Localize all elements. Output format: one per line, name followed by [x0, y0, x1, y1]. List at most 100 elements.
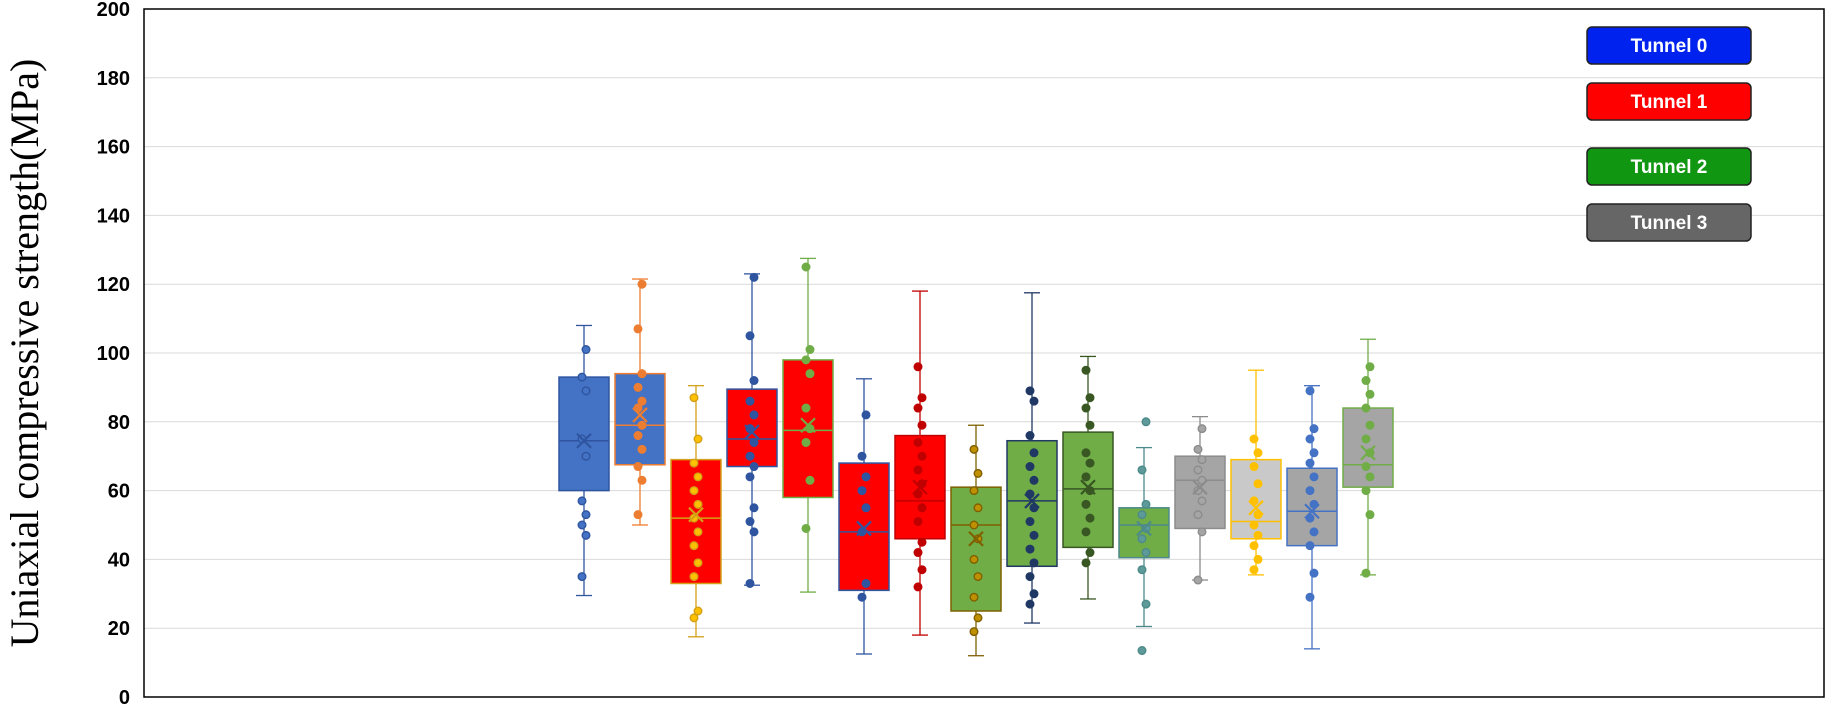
data-point: [1137, 465, 1147, 475]
data-point: [689, 486, 699, 496]
data-point: [1029, 475, 1039, 485]
data-point: [969, 627, 979, 637]
data-point: [1197, 455, 1207, 465]
data-point: [1025, 544, 1035, 554]
data-point: [1249, 541, 1259, 551]
data-point: [745, 472, 755, 482]
box-plots: [558, 257, 1394, 657]
y-tick-label: 140: [97, 205, 130, 227]
data-point: [1249, 434, 1259, 444]
data-point: [1081, 527, 1091, 537]
data-point: [969, 554, 979, 564]
data-point: [1365, 420, 1375, 430]
data-point: [1361, 434, 1371, 444]
data-point: [805, 475, 815, 485]
data-point: [693, 499, 703, 509]
data-point: [973, 534, 983, 544]
data-point: [637, 475, 647, 485]
data-point: [913, 582, 923, 592]
box-plot: [670, 385, 722, 638]
data-point: [1365, 472, 1375, 482]
legend-swatch: [1586, 26, 1752, 65]
data-point: [745, 331, 755, 341]
data-point: [1137, 646, 1147, 656]
data-point: [1137, 534, 1147, 544]
legend-swatch: [1586, 82, 1752, 121]
data-point: [1365, 510, 1375, 520]
data-point: [1193, 465, 1203, 475]
data-point: [1193, 510, 1203, 520]
data-point: [1141, 548, 1151, 558]
y-tick-label: 20: [108, 618, 130, 640]
data-point: [801, 437, 811, 447]
data-point: [693, 472, 703, 482]
data-point: [637, 369, 647, 379]
data-point: [745, 578, 755, 588]
box-plot: [950, 424, 1002, 657]
mean-marker: [1192, 479, 1208, 495]
data-point: [633, 510, 643, 520]
data-point: [1081, 472, 1091, 482]
data-point: [1249, 462, 1259, 472]
mean-marker: [856, 520, 872, 537]
legend-item: Tunnel 2: [1586, 147, 1752, 186]
data-point: [749, 272, 759, 282]
y-tick-label: 80: [108, 412, 130, 434]
legend-swatch: [1586, 203, 1752, 242]
data-point: [917, 451, 927, 461]
data-point: [745, 451, 755, 461]
box-plot: [1286, 385, 1338, 650]
data-point: [577, 372, 587, 382]
data-point: [861, 578, 871, 588]
data-point: [693, 558, 703, 568]
box-plot: [558, 324, 610, 597]
data-point: [749, 503, 759, 513]
data-point: [1361, 462, 1371, 472]
data-point: [1361, 568, 1371, 578]
mean-marker: [632, 407, 648, 423]
data-point: [1025, 599, 1035, 609]
data-point: [1197, 527, 1207, 537]
box-plot: [1174, 415, 1226, 585]
data-point: [637, 444, 647, 454]
data-point: [861, 503, 871, 513]
data-point: [1029, 530, 1039, 540]
data-point: [913, 437, 923, 447]
data-point: [1197, 496, 1207, 506]
y-tick-label: 160: [97, 137, 130, 159]
data-point: [581, 386, 591, 396]
data-point: [581, 451, 591, 461]
data-point: [1029, 448, 1039, 458]
legend-label: Tunnel 2: [1631, 157, 1708, 178]
data-point: [973, 572, 983, 582]
mean-marker: [800, 417, 816, 434]
box-plot: [614, 278, 666, 526]
data-point: [801, 262, 811, 272]
box-plot: [894, 290, 946, 636]
data-point: [637, 420, 647, 430]
data-point: [1305, 486, 1315, 496]
box: [838, 462, 890, 592]
data-point: [689, 613, 699, 623]
data-point: [637, 396, 647, 406]
mean-marker: [576, 432, 592, 449]
box-plot: [782, 257, 834, 593]
data-point: [1085, 548, 1095, 558]
data-point: [1025, 386, 1035, 396]
box-plot: [1118, 417, 1170, 656]
data-point: [857, 451, 867, 461]
data-point: [861, 410, 871, 420]
data-point: [1249, 520, 1259, 530]
mean-marker: [1136, 520, 1152, 537]
data-point: [1365, 389, 1375, 399]
data-point: [917, 393, 927, 403]
data-point: [633, 324, 643, 334]
legend: Tunnel 0 Tunnel 1 Tunnel 2 Tunnel 3: [1586, 26, 1752, 242]
data-point: [969, 444, 979, 454]
data-point: [913, 403, 923, 413]
data-point: [1309, 448, 1319, 458]
data-point: [581, 510, 591, 520]
legend-item: Tunnel 1: [1586, 82, 1752, 121]
data-point: [1025, 517, 1035, 527]
